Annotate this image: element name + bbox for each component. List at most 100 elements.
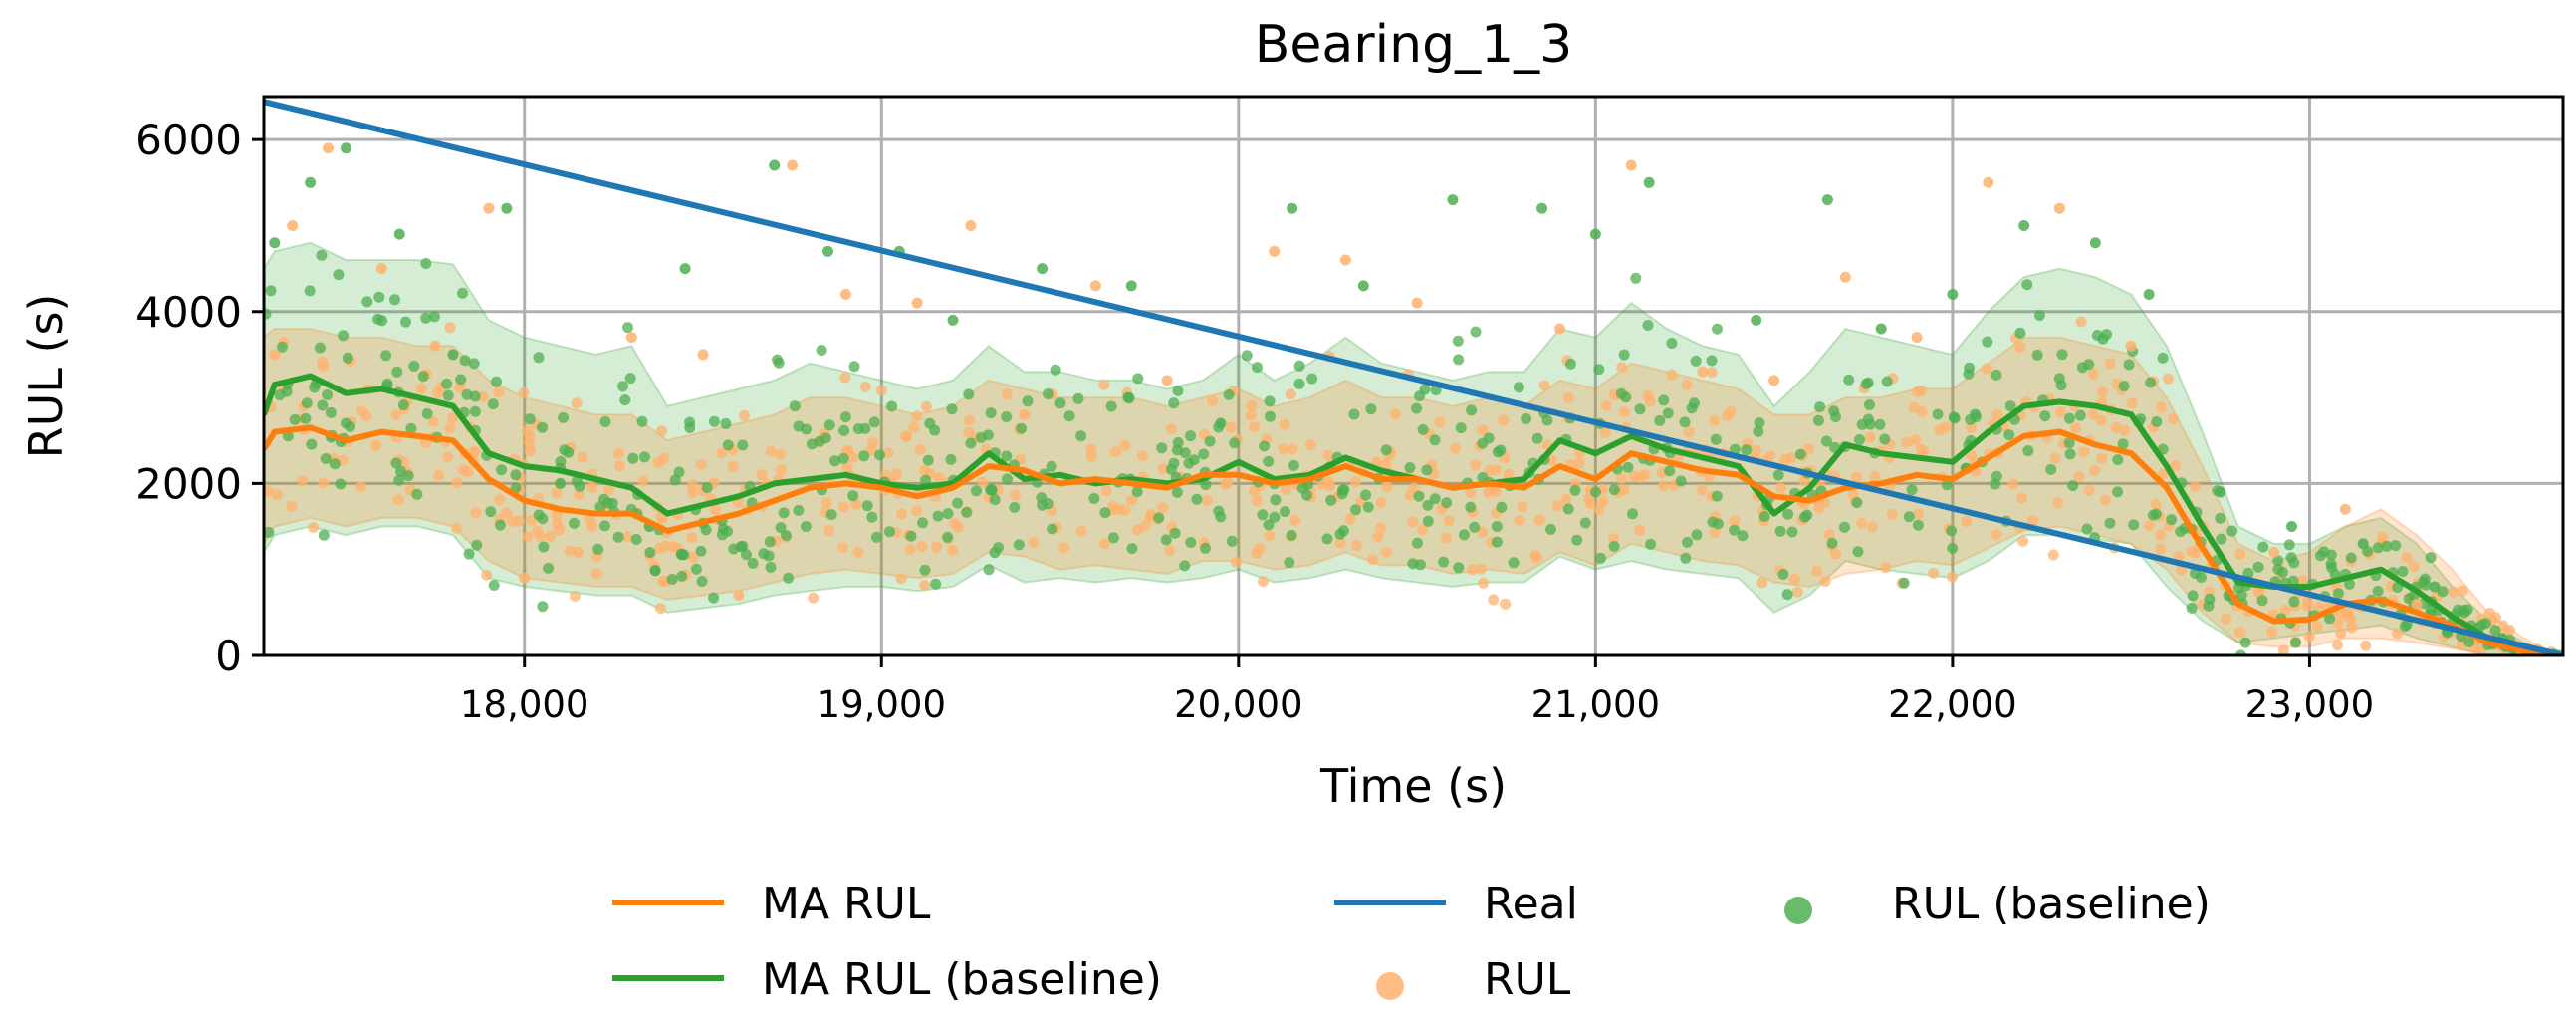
x-tick-label: 19,000 xyxy=(818,683,946,726)
rul-baseline-point xyxy=(447,349,459,361)
rul-baseline-point xyxy=(825,509,837,521)
rul-baseline-point xyxy=(1947,542,1959,554)
rul-baseline-point xyxy=(1682,536,1693,548)
rul-point xyxy=(1880,562,1891,574)
rul-point xyxy=(1851,471,1862,483)
rul-point xyxy=(2163,373,2174,385)
rul-baseline-point xyxy=(469,405,481,417)
rul-point xyxy=(2234,627,2246,638)
rul-baseline-point xyxy=(420,258,432,269)
rul-point xyxy=(622,531,633,543)
rul-baseline-point xyxy=(1252,362,1263,374)
rul-baseline-point xyxy=(2101,329,2112,341)
rul-point xyxy=(2054,406,2066,418)
rul-baseline-point xyxy=(929,424,941,436)
rul-point xyxy=(1934,424,1946,436)
rul-point xyxy=(1246,399,1258,411)
rul-point xyxy=(931,541,943,553)
rul-baseline-point xyxy=(2437,586,2449,598)
rul-point xyxy=(2100,494,2111,506)
rul-baseline-point xyxy=(1469,521,1481,533)
rul-baseline-point xyxy=(1132,373,1144,385)
rul-point xyxy=(637,475,649,487)
rul-baseline-point xyxy=(989,494,1001,506)
rul-baseline-point xyxy=(1774,525,1786,537)
rul-point xyxy=(2049,452,2061,464)
rul-baseline-point xyxy=(1009,501,1021,513)
rul-baseline-point xyxy=(2390,540,2402,552)
y-tick-label: 4000 xyxy=(135,288,242,337)
rul-baseline-point xyxy=(1593,364,1605,376)
rul-baseline-point xyxy=(455,374,467,386)
rul-baseline-point xyxy=(1679,416,1691,428)
rul-baseline-point xyxy=(1531,432,1543,444)
rul-baseline-point xyxy=(533,352,545,364)
rul-baseline-point xyxy=(537,601,549,613)
rul-baseline-point xyxy=(1288,459,1299,471)
rul-baseline-point xyxy=(594,501,606,513)
rul-baseline-point xyxy=(1970,408,1981,420)
rul-point xyxy=(501,507,513,519)
rul-baseline-point xyxy=(555,477,567,489)
rul-baseline-point xyxy=(947,314,959,326)
lines-layer xyxy=(264,99,2563,655)
rul-point xyxy=(1729,515,1741,527)
rul-point xyxy=(963,426,975,438)
rul-baseline-point xyxy=(1200,542,1211,554)
rul-baseline-point xyxy=(1680,552,1692,564)
rul-point xyxy=(1483,486,1495,498)
rul-baseline-point xyxy=(1002,473,1013,485)
rul-baseline-point xyxy=(269,237,281,249)
rul-point xyxy=(2339,503,2351,515)
rul-baseline-point xyxy=(2461,604,2473,616)
rul-baseline-point xyxy=(1215,511,1227,523)
rul-point xyxy=(586,481,598,493)
rul-point xyxy=(1697,366,1709,378)
rul-point xyxy=(1202,495,1213,506)
rul-point xyxy=(1475,563,1487,575)
rul-baseline-point xyxy=(806,438,818,450)
rul-baseline-point xyxy=(2252,561,2264,573)
rul-baseline-point xyxy=(400,316,411,328)
rul-baseline-point xyxy=(942,531,954,543)
rul-point xyxy=(1498,414,1510,426)
rul-baseline-point xyxy=(1270,494,1282,506)
rul-baseline-point xyxy=(1686,402,1698,414)
rul-point xyxy=(1019,408,1031,420)
rul-baseline-point xyxy=(1615,387,1627,399)
rul-baseline-point xyxy=(1063,410,1075,422)
rul-baseline-point xyxy=(380,350,392,362)
rul-baseline-point xyxy=(1821,435,1832,447)
rul-baseline-point xyxy=(487,398,499,410)
rul-point xyxy=(1417,524,1429,536)
rul-point xyxy=(469,446,481,458)
rul-point xyxy=(494,494,505,506)
rul-point xyxy=(1349,476,1361,488)
rul-point xyxy=(375,263,387,275)
rul-baseline-point xyxy=(2004,400,2016,412)
rul-point xyxy=(415,383,427,394)
rul-baseline-point xyxy=(494,519,506,531)
rul-point xyxy=(2104,358,2116,370)
rul-baseline-point xyxy=(1185,537,1197,548)
rul-baseline-point xyxy=(1751,314,1762,326)
rul-baseline-point xyxy=(1306,373,1318,385)
rul-baseline-point xyxy=(2425,552,2437,564)
rul-point xyxy=(1529,549,1541,561)
rul-baseline-point xyxy=(2420,579,2432,591)
rul-baseline-point xyxy=(1875,323,1887,335)
rul-point xyxy=(1372,531,1384,543)
rul-baseline-point xyxy=(2397,566,2409,577)
rul-point xyxy=(2126,397,2138,409)
rul-baseline-point xyxy=(617,381,628,392)
rul-baseline-point xyxy=(1284,557,1295,569)
rul-point xyxy=(908,421,920,433)
rul-baseline-point xyxy=(666,574,678,585)
rul-baseline-point xyxy=(1241,350,1253,362)
rul-baseline-point xyxy=(1645,538,1657,550)
rul-baseline-point xyxy=(2215,486,2226,498)
rul-point xyxy=(727,461,739,473)
rul-baseline-point xyxy=(1741,444,1753,456)
rul-point xyxy=(1554,323,1566,335)
rul-baseline-point xyxy=(769,159,781,171)
